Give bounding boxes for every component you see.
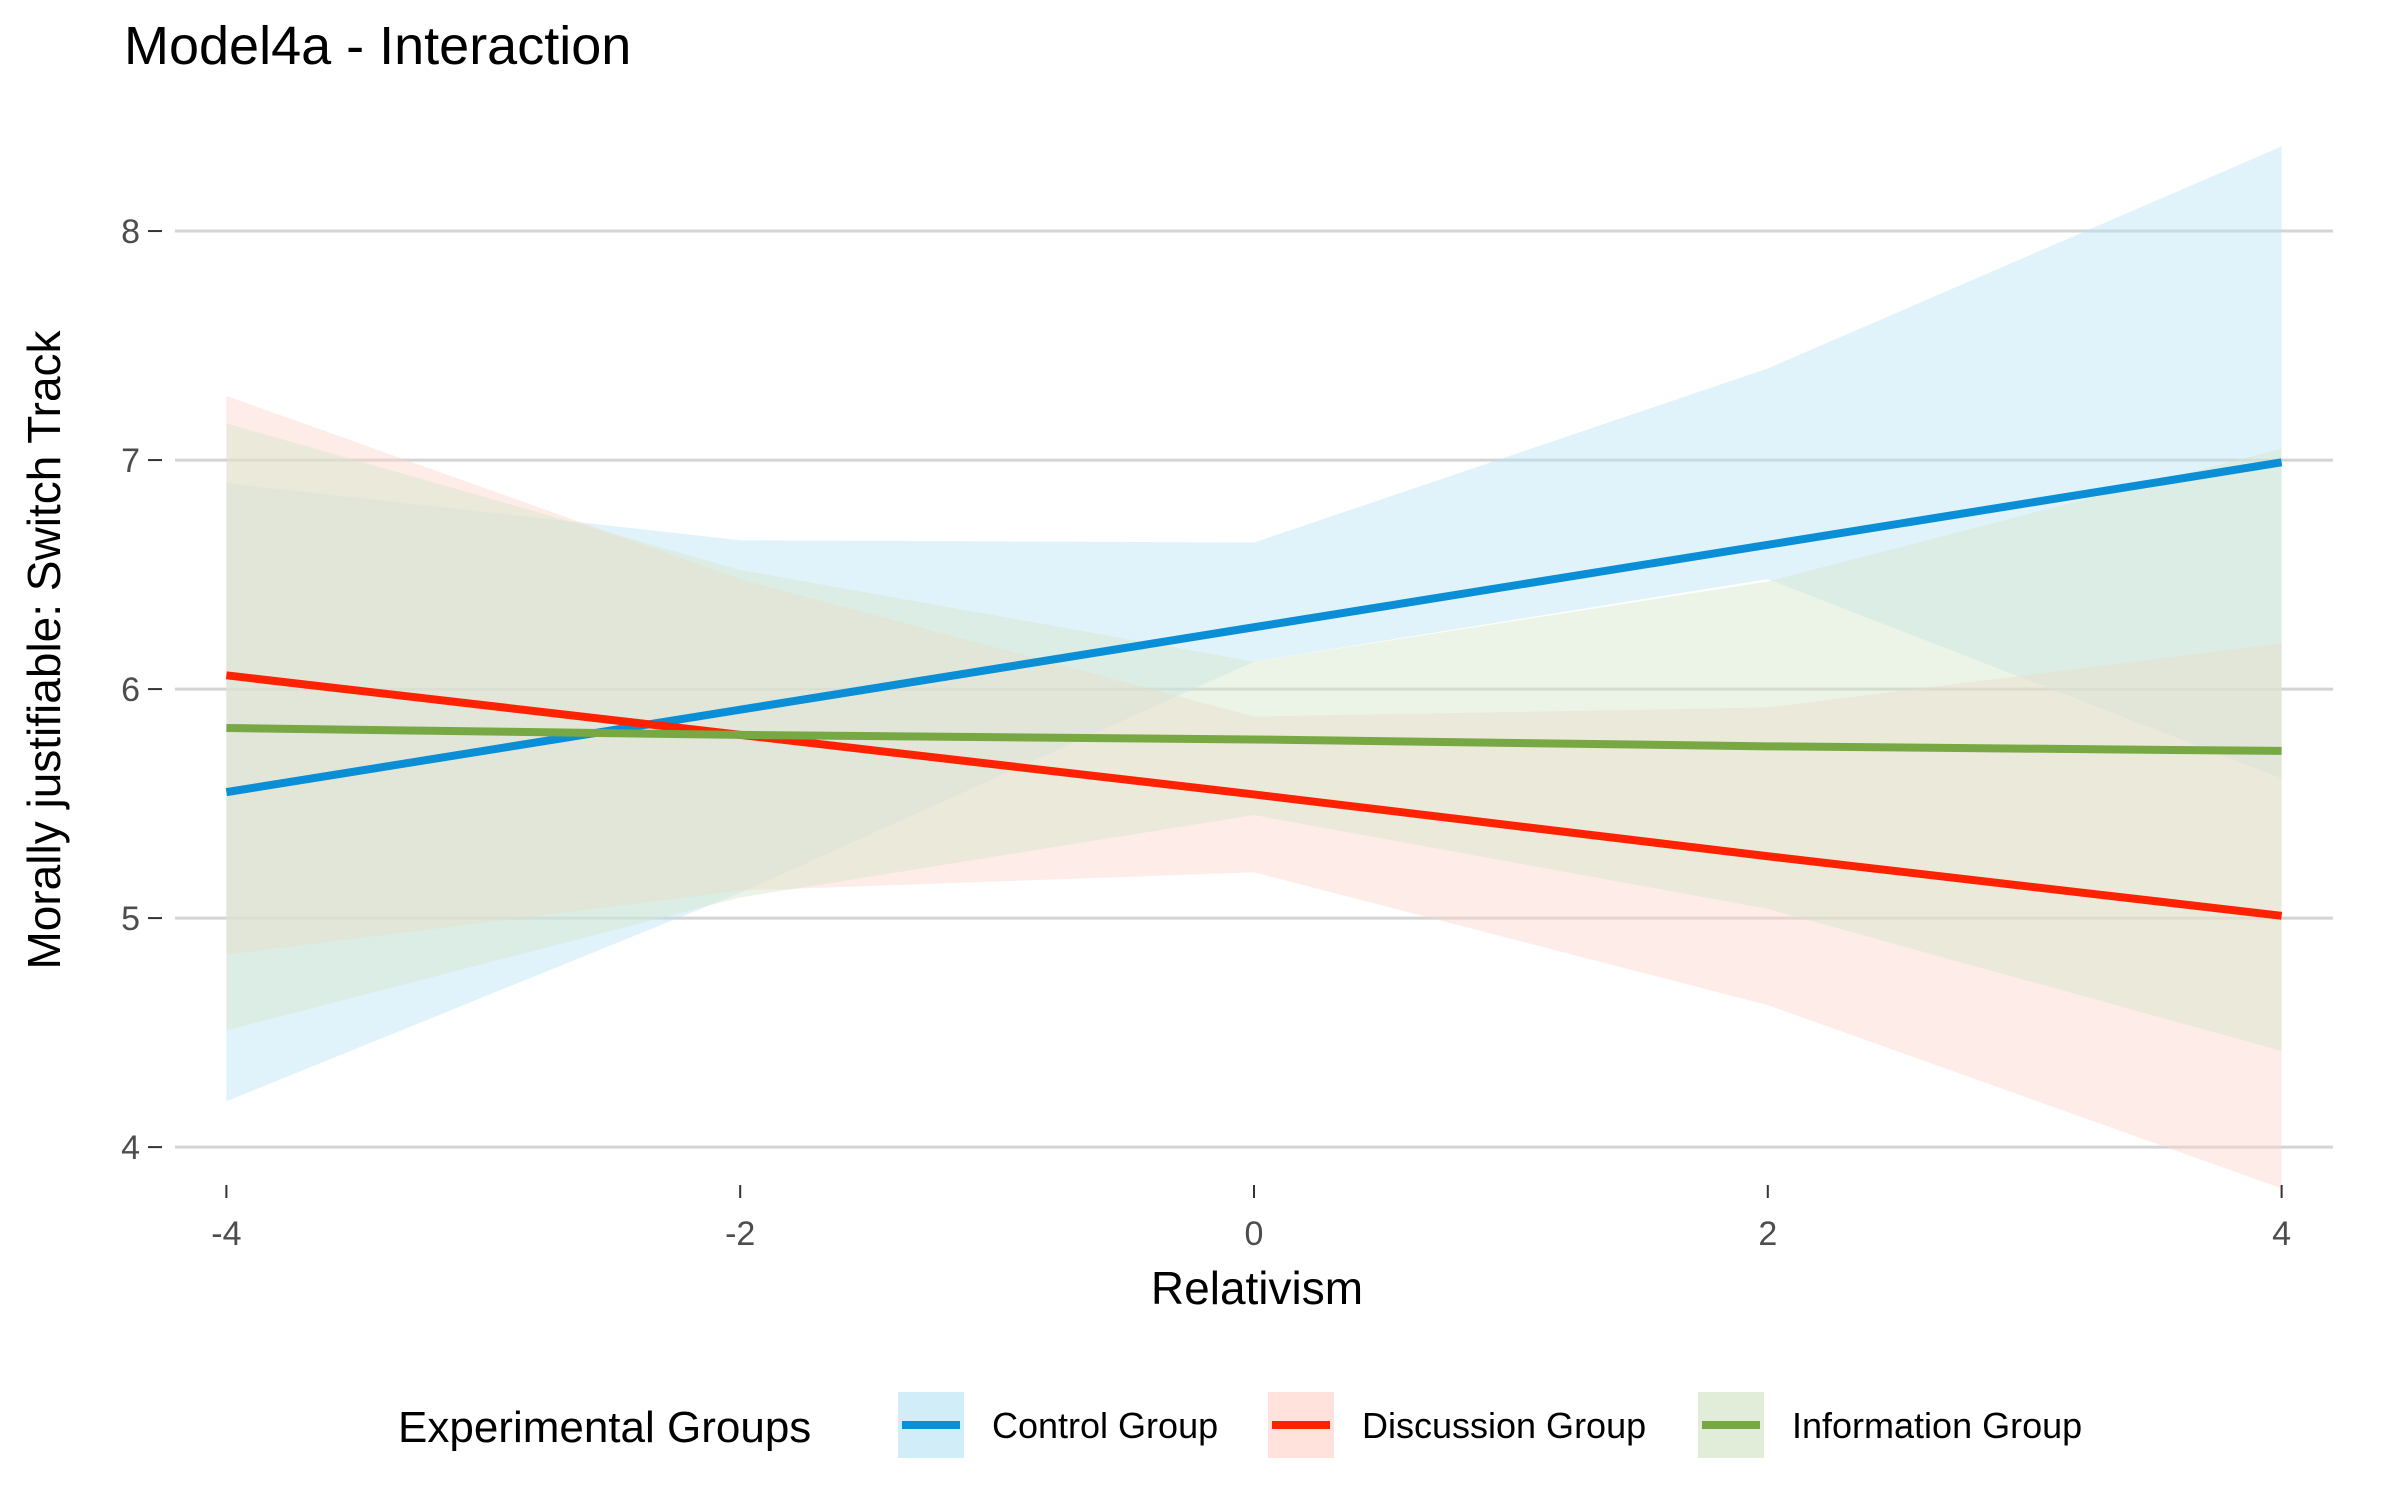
gridlines: [175, 229, 2333, 1149]
series-line-3: [226, 724, 2282, 755]
series-line-1: [225, 458, 2283, 797]
y-axis-title: Morally justifiable: Switch Track: [18, 329, 70, 969]
x-tick-label: 2: [1758, 1215, 1777, 1253]
legend-label-2: Discussion Group: [1362, 1405, 1646, 1446]
chart-title: Model4a - Interaction: [124, 16, 631, 76]
y-tick-label: 8: [121, 213, 140, 251]
x-tick-label: -4: [211, 1215, 241, 1253]
x-axis-title: Relativism: [1151, 1262, 1363, 1314]
y-axis: 4 5 6 7 8: [121, 213, 162, 1167]
legend-title: Experimental Groups: [398, 1403, 811, 1452]
y-tick-label: 5: [121, 900, 140, 938]
y-tick-label: 4: [121, 1129, 140, 1167]
y-tick-label: 6: [121, 671, 140, 709]
x-tick-label: 0: [1245, 1215, 1264, 1253]
x-tick-label: 4: [2272, 1215, 2291, 1253]
series-line-2: [225, 671, 2283, 920]
legend-label-1: Control Group: [992, 1405, 1218, 1446]
x-tick-label: -2: [725, 1215, 755, 1253]
confidence-bands: [226, 146, 2282, 1189]
series-lines: [225, 458, 2283, 920]
y-tick-label: 7: [121, 442, 140, 480]
legend: Experimental Groups Control Group Discuss…: [398, 1392, 2082, 1458]
x-axis: -4 -2 0 2 4: [211, 1185, 2291, 1253]
legend-label-3: Information Group: [1792, 1405, 2082, 1446]
